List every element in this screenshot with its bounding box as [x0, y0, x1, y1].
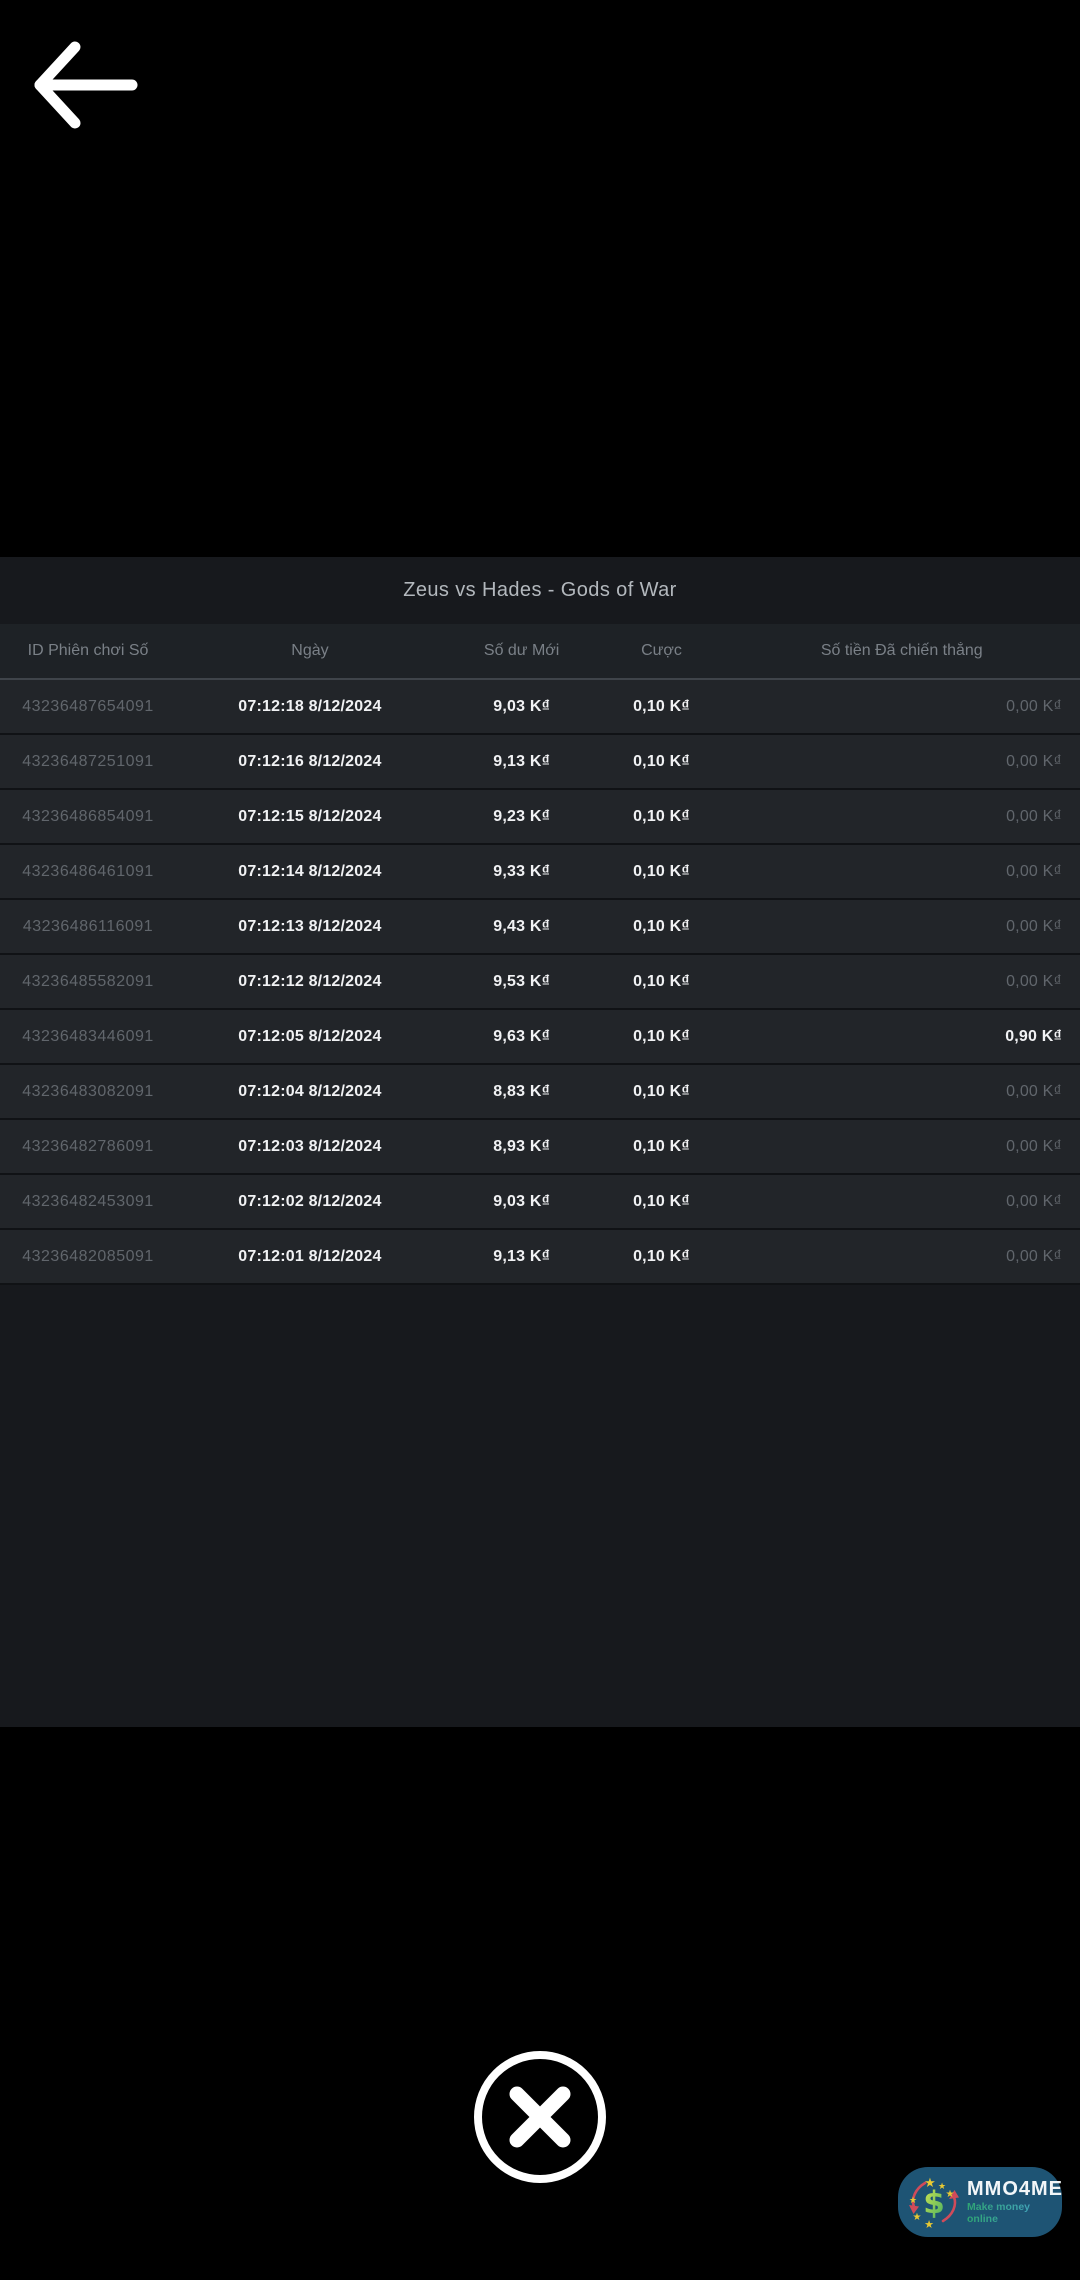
table-row: 43236486854091 07:12:15 8/12/2024 9,23 K…	[0, 790, 1080, 845]
session-id-cell: 43236482786091	[22, 1137, 154, 1155]
session-id-cell: 43236487654091	[22, 697, 154, 715]
svg-text:★: ★	[938, 2182, 946, 2192]
date-cell: 07:12:14 8/12/2024	[238, 862, 382, 880]
date-cell: 07:12:04 8/12/2024	[238, 1082, 382, 1100]
win-amount-cell: 0,00 K₫	[1006, 1082, 1062, 1100]
win-amount-cell: 0,00 K₫	[1006, 1247, 1062, 1265]
table-row: 43236485582091 07:12:12 8/12/2024 9,53 K…	[0, 955, 1080, 1010]
table-row: 43236482085091 07:12:01 8/12/2024 9,13 K…	[0, 1230, 1080, 1285]
column-header-date: Ngày	[291, 642, 329, 659]
svg-text:★: ★	[924, 2176, 936, 2191]
session-id-cell: 43236482085091	[22, 1247, 154, 1265]
bet-cell: 0,10 K₫	[633, 807, 690, 825]
session-id-cell: 43236487251091	[22, 752, 154, 770]
back-button[interactable]	[28, 37, 144, 133]
dollar-glyph: $	[923, 2185, 945, 2221]
date-cell: 07:12:18 8/12/2024	[238, 697, 382, 715]
table-row: 43236482786091 07:12:03 8/12/2024 8,93 K…	[0, 1120, 1080, 1175]
table-row: 43236483446091 07:12:05 8/12/2024 9,63 K…	[0, 1010, 1080, 1065]
arrow-left-icon	[34, 41, 138, 128]
bet-cell: 0,10 K₫	[633, 1027, 690, 1045]
svg-text:★: ★	[946, 2189, 955, 2200]
win-amount-cell: 0,00 K₫	[1006, 1137, 1062, 1155]
session-id-cell: 43236486854091	[22, 807, 154, 825]
table-header-row: ID Phiên chơi Số Ngày Số dư Mới Cược Số …	[0, 624, 1080, 680]
bet-cell: 0,10 K₫	[633, 752, 690, 770]
game-history-modal: Zeus vs Hades - Gods of War ID Phiên chơ…	[0, 557, 1080, 1727]
new-balance-cell: 9,33 K₫	[493, 862, 550, 880]
date-cell: 07:12:03 8/12/2024	[238, 1137, 382, 1155]
mmo4me-logo[interactable]: ★ ★ ★ ★ ★ ★ $ MMO4ME Make money online	[898, 2167, 1062, 2237]
column-header-new-balance: Số dư Mới	[483, 642, 560, 659]
win-amount-cell: 0,00 K₫	[1006, 1192, 1062, 1210]
session-id-cell: 43236483082091	[22, 1082, 154, 1100]
win-amount-cell: 0,00 K₫	[1006, 972, 1062, 990]
table-row: 43236486116091 07:12:13 8/12/2024 9,43 K…	[0, 900, 1080, 955]
date-cell: 07:12:05 8/12/2024	[238, 1027, 382, 1045]
svg-text:★: ★	[913, 2212, 922, 2223]
date-cell: 07:12:01 8/12/2024	[238, 1247, 382, 1265]
table-row: 43236487654091 07:12:18 8/12/2024 9,03 K…	[0, 680, 1080, 735]
win-amount-cell: 0,00 K₫	[1006, 807, 1062, 825]
new-balance-cell: 9,03 K₫	[493, 697, 550, 715]
close-button[interactable]	[472, 2049, 608, 2185]
column-header-session-id: ID Phiên chơi Số	[27, 642, 149, 659]
date-cell: 07:12:13 8/12/2024	[238, 917, 382, 935]
date-cell: 07:12:02 8/12/2024	[238, 1192, 382, 1210]
bet-cell: 0,10 K₫	[633, 917, 690, 935]
date-cell: 07:12:16 8/12/2024	[238, 752, 382, 770]
win-amount-cell: 0,00 K₫	[1006, 862, 1062, 880]
table-row: 43236482453091 07:12:02 8/12/2024 9,03 K…	[0, 1175, 1080, 1230]
win-amount-cell: 0,00 K₫	[1006, 917, 1062, 935]
date-cell: 07:12:12 8/12/2024	[238, 972, 382, 990]
bet-cell: 0,10 K₫	[633, 972, 690, 990]
bet-cell: 0,10 K₫	[633, 862, 690, 880]
new-balance-cell: 9,43 K₫	[493, 917, 550, 935]
session-id-cell: 43236486116091	[22, 917, 154, 935]
win-amount-cell: 0,90 K₫	[1005, 1027, 1062, 1045]
table-body: 43236487654091 07:12:18 8/12/2024 9,03 K…	[0, 680, 1080, 1285]
bet-cell: 0,10 K₫	[633, 1192, 690, 1210]
table-row: 43236486461091 07:12:14 8/12/2024 9,33 K…	[0, 845, 1080, 900]
new-balance-cell: 9,63 K₫	[493, 1027, 550, 1045]
session-id-cell: 43236486461091	[22, 862, 154, 880]
table-row: 43236487251091 07:12:16 8/12/2024 9,13 K…	[0, 735, 1080, 790]
new-balance-cell: 8,93 K₫	[493, 1137, 550, 1155]
logo-text: MMO4ME Make money online	[967, 2178, 1063, 2225]
win-amount-cell: 0,00 K₫	[1006, 697, 1062, 715]
svg-text:★: ★	[909, 2196, 917, 2206]
close-icon	[474, 2051, 606, 2183]
win-amount-cell: 0,00 K₫	[1006, 752, 1062, 770]
date-cell: 07:12:15 8/12/2024	[238, 807, 382, 825]
new-balance-cell: 8,83 K₫	[493, 1082, 550, 1100]
modal-title: Zeus vs Hades - Gods of War	[403, 579, 677, 601]
bet-cell: 0,10 K₫	[633, 1247, 690, 1265]
column-header-win-amount: Số tiền Đã chiến thắng	[820, 642, 983, 659]
dollar-stars-icon: ★ ★ ★ ★ ★ ★ $	[909, 2176, 959, 2230]
bet-cell: 0,10 K₫	[633, 1082, 690, 1100]
new-balance-cell: 9,03 K₫	[493, 1192, 550, 1210]
session-id-cell: 43236482453091	[22, 1192, 154, 1210]
bet-cell: 0,10 K₫	[633, 1137, 690, 1155]
bet-cell: 0,10 K₫	[633, 697, 690, 715]
new-balance-cell: 9,23 K₫	[493, 807, 550, 825]
column-header-bet: Cược	[641, 642, 682, 659]
logo-tagline-text: Make money online	[967, 2202, 1063, 2225]
svg-text:★: ★	[924, 2218, 934, 2230]
new-balance-cell: 9,13 K₫	[493, 752, 550, 770]
session-id-cell: 43236483446091	[22, 1027, 154, 1045]
new-balance-cell: 9,53 K₫	[493, 972, 550, 990]
session-id-cell: 43236485582091	[22, 972, 154, 990]
table-row: 43236483082091 07:12:04 8/12/2024 8,83 K…	[0, 1065, 1080, 1120]
logo-brand-text: MMO4ME	[967, 2178, 1063, 2201]
new-balance-cell: 9,13 K₫	[493, 1247, 550, 1265]
